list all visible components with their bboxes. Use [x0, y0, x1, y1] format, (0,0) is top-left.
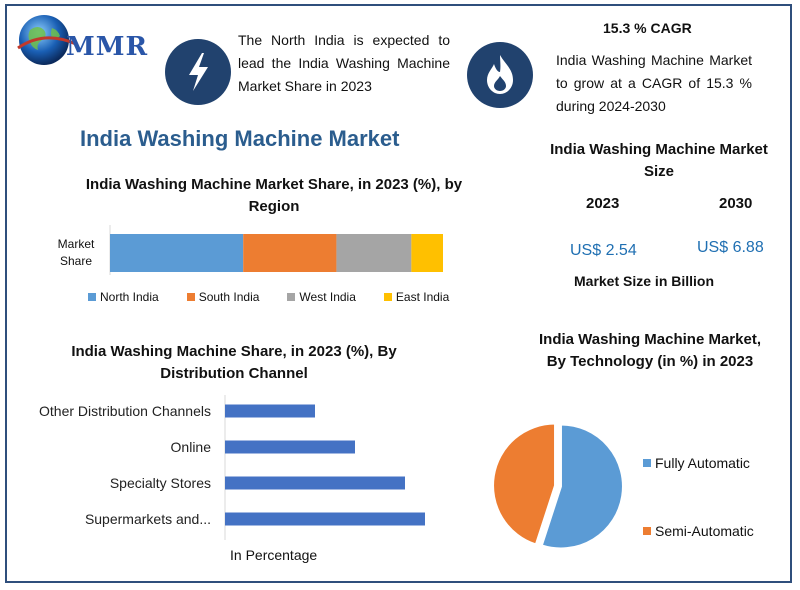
- value-2023: US$ 2.54: [570, 242, 637, 259]
- lightning-circle: [165, 39, 231, 105]
- channel-bar: [225, 476, 405, 490]
- cagr-title: 15.3 % CAGR: [603, 20, 692, 36]
- region-legend: North India South India West India East Ind…: [88, 290, 449, 304]
- legend-label-semi: Semi-Automatic: [655, 523, 754, 539]
- value-2030: US$ 6.88: [697, 239, 764, 256]
- channel-bar: [225, 404, 315, 418]
- flame-icon: [487, 55, 513, 94]
- logo: MMR: [12, 10, 152, 70]
- region-bar-south-india: [243, 234, 337, 272]
- pie-slice-semi-automatic: [492, 422, 557, 546]
- region-legend-swatch: [287, 293, 296, 301]
- channel-category-label: Supermarkets and...: [85, 511, 211, 527]
- brand-name: MMR: [66, 32, 149, 62]
- region-category-label: Market Share: [57, 237, 95, 268]
- globe-icon: [17, 15, 77, 65]
- channel-x-label: In Percentage: [230, 547, 318, 563]
- legend-fully-automatic: Fully Automatic: [643, 455, 750, 471]
- channel-bar: [225, 512, 425, 526]
- region-legend-label: East India: [395, 290, 450, 304]
- market-size-title: India Washing Machine Market Size: [550, 141, 768, 180]
- flame-circle: [467, 42, 533, 108]
- region-legend-item: North India: [88, 290, 159, 304]
- channel-category-label: Other Distribution Channels: [39, 403, 211, 419]
- region-legend-label: South India: [198, 290, 260, 304]
- pie-slice-fully-automatic: [540, 423, 624, 550]
- market-size-unit: Market Size in Billion: [574, 273, 715, 289]
- region-legend-label: West India: [299, 290, 356, 304]
- region-legend-swatch: [383, 293, 392, 301]
- region-legend-item: South India: [186, 290, 260, 304]
- region-bar-east-india: [411, 234, 443, 272]
- legend-swatch-orange: [643, 527, 651, 535]
- lightning-icon: [189, 53, 208, 91]
- region-bar-north-india: [110, 234, 244, 272]
- region-legend-label: North India: [100, 290, 159, 304]
- channel-bar: [225, 440, 355, 454]
- region-stacked-bar: [109, 225, 443, 275]
- channel-bar-chart: Other Distribution Channels Online Special…: [39, 395, 425, 540]
- legend-swatch-blue: [643, 459, 651, 467]
- region-legend-swatch: [88, 293, 96, 301]
- year-2023: 2023: [586, 195, 620, 212]
- channel-category-label: Specialty Stores: [110, 475, 211, 491]
- region-legend-item: West India: [287, 290, 356, 304]
- channel-category-label: Online: [171, 439, 212, 455]
- cagr-text: India Washing Machine Market to grow at …: [556, 52, 752, 114]
- region-legend-item: East India: [383, 290, 450, 304]
- legend-label-fully: Fully Automatic: [655, 455, 750, 471]
- technology-pie: [492, 422, 624, 550]
- region-chart-title: India Washing Machine Market Share, in 2…: [85, 176, 463, 215]
- frame-border: [5, 4, 792, 583]
- region-bar-west-india: [336, 234, 412, 272]
- main-title: India Washing Machine Market: [80, 126, 400, 151]
- region-legend-swatch: [186, 293, 195, 301]
- tech-chart-title: India Washing Machine Market, By Technol…: [539, 331, 761, 370]
- channel-chart-title: India Washing Machine Share, in 2023 (%)…: [71, 343, 397, 382]
- legend-semi-automatic: Semi-Automatic: [643, 523, 754, 539]
- north-india-text: The North India is expected to lead the …: [238, 32, 450, 94]
- year-2030: 2030: [719, 195, 753, 212]
